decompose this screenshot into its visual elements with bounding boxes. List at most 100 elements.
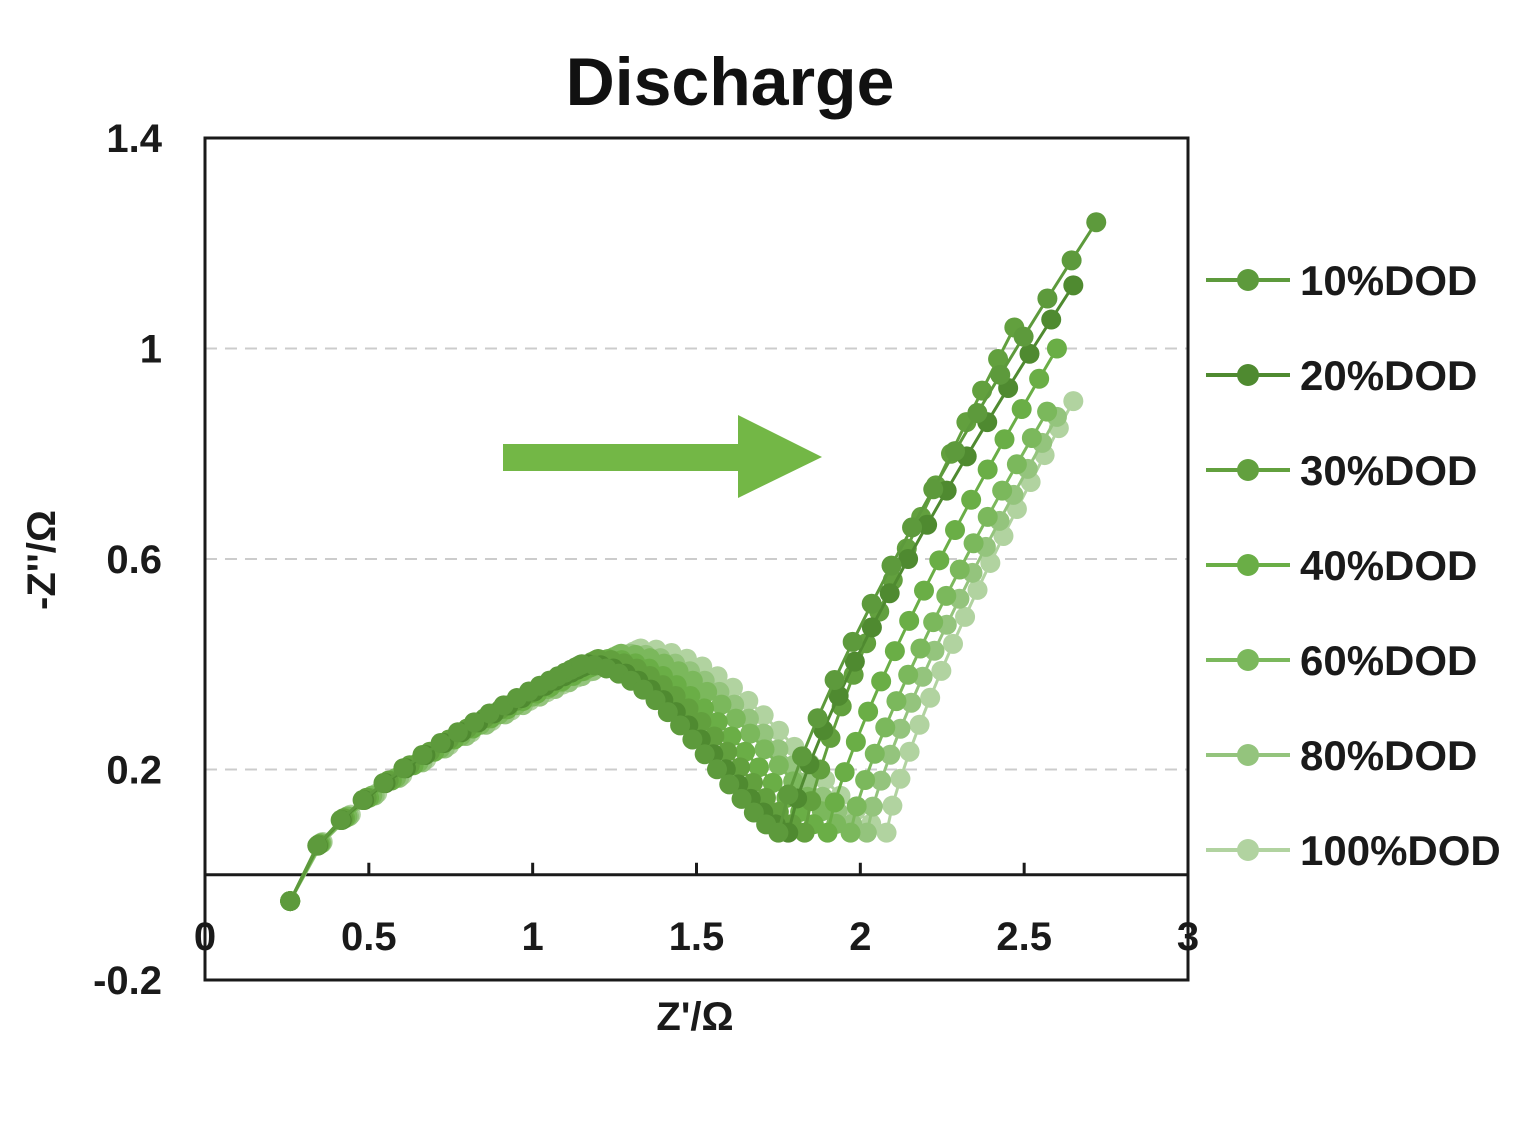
data-point — [1006, 454, 1027, 475]
chart-title: Discharge — [566, 44, 895, 120]
legend-marker — [1237, 744, 1259, 766]
data-point — [890, 768, 911, 789]
data-point — [792, 746, 813, 767]
data-point — [719, 774, 740, 795]
data-point — [1061, 250, 1082, 271]
data-point — [1041, 309, 1062, 330]
data-point — [967, 579, 988, 600]
data-point — [880, 744, 901, 765]
y-axis-label: -Z''/Ω — [20, 510, 64, 610]
data-point — [931, 660, 952, 681]
x-tick-label: 1 — [522, 915, 544, 959]
legend: 10%DOD 20%DOD 30%DOD 40%DOD 60%DOD 80%DOD 100%… — [1206, 257, 1501, 874]
data-point — [858, 701, 879, 722]
legend-marker — [1237, 459, 1259, 481]
data-point — [1063, 275, 1084, 296]
data-point — [961, 489, 982, 510]
data-point — [875, 717, 896, 738]
legend-marker — [1237, 269, 1259, 291]
y-tick-label: 1 — [140, 328, 162, 372]
legend-item: 80%DOD — [1206, 732, 1477, 779]
data-point — [1019, 343, 1040, 364]
data-point — [754, 739, 775, 760]
x-axis-label: Z'/Ω — [656, 995, 733, 1039]
data-point — [743, 772, 764, 793]
legend-marker — [1237, 364, 1259, 386]
data-point — [963, 533, 984, 554]
data-point — [923, 479, 944, 500]
data-point — [988, 349, 1009, 370]
data-point — [769, 720, 790, 741]
data-point — [977, 506, 998, 527]
data-point — [856, 822, 877, 843]
data-point — [447, 722, 468, 743]
data-point — [464, 712, 485, 733]
data-point — [330, 810, 351, 831]
y-axis: -0.2 0.2 0.6 1 1.4 — [93, 117, 163, 1003]
grid-lines — [205, 347, 1188, 771]
data-point — [945, 520, 966, 541]
data-point — [990, 364, 1011, 385]
data-point — [929, 550, 950, 571]
data-point — [884, 641, 905, 662]
data-point — [373, 773, 394, 794]
x-tick-label: 3 — [1177, 915, 1199, 959]
data-point — [711, 694, 732, 715]
data-point — [778, 784, 799, 805]
series-10%DOD — [280, 212, 1107, 912]
data-point — [807, 708, 828, 729]
data-point — [910, 638, 931, 659]
x-tick-label: 2.5 — [996, 915, 1052, 959]
data-point — [1011, 399, 1032, 420]
legend-item: 30%DOD — [1206, 447, 1477, 494]
legend-marker — [1237, 554, 1259, 576]
legend-label: 60%DOD — [1300, 637, 1477, 684]
legend-item: 20%DOD — [1206, 352, 1477, 399]
data-point — [881, 555, 902, 576]
data-point — [967, 402, 988, 423]
data-point — [902, 517, 923, 538]
data-point — [697, 681, 718, 702]
y-tick-label: 0.2 — [106, 749, 162, 793]
legend-label: 30%DOD — [1300, 447, 1477, 494]
data-point — [824, 792, 845, 813]
data-point — [917, 514, 938, 535]
data-point — [855, 770, 876, 791]
legend-item: 100%DOD — [1206, 827, 1501, 874]
data-point — [876, 822, 897, 843]
data-point — [1046, 338, 1067, 359]
data-point — [845, 731, 866, 752]
data-point — [645, 690, 666, 711]
data-point — [352, 790, 373, 811]
data-point — [977, 459, 998, 480]
data-point — [994, 429, 1015, 450]
y-tick-label: 1.4 — [106, 117, 162, 161]
data-point — [898, 549, 919, 569]
data-point — [694, 744, 715, 765]
data-point — [735, 741, 756, 762]
plot-frame — [203, 136, 1190, 982]
data-point — [993, 525, 1014, 546]
data-point — [949, 559, 970, 580]
x-tick-label: 0 — [194, 915, 216, 959]
legend-item: 60%DOD — [1206, 637, 1477, 684]
data-point — [307, 835, 328, 856]
data-point — [909, 714, 930, 735]
data-point — [882, 795, 903, 816]
data-point — [879, 583, 900, 604]
data-point — [980, 552, 1001, 573]
data-point — [920, 687, 941, 708]
data-point — [871, 770, 892, 791]
data-point — [1021, 427, 1042, 448]
data-point — [657, 702, 678, 723]
data-point — [725, 708, 746, 729]
data-point — [768, 739, 789, 760]
data-point — [886, 691, 907, 712]
data-point — [1029, 368, 1050, 389]
data-point — [846, 796, 867, 817]
legend-label: 20%DOD — [1300, 352, 1477, 399]
legend-item: 40%DOD — [1206, 542, 1477, 589]
data-point — [670, 715, 691, 736]
series-line — [288, 221, 1098, 902]
